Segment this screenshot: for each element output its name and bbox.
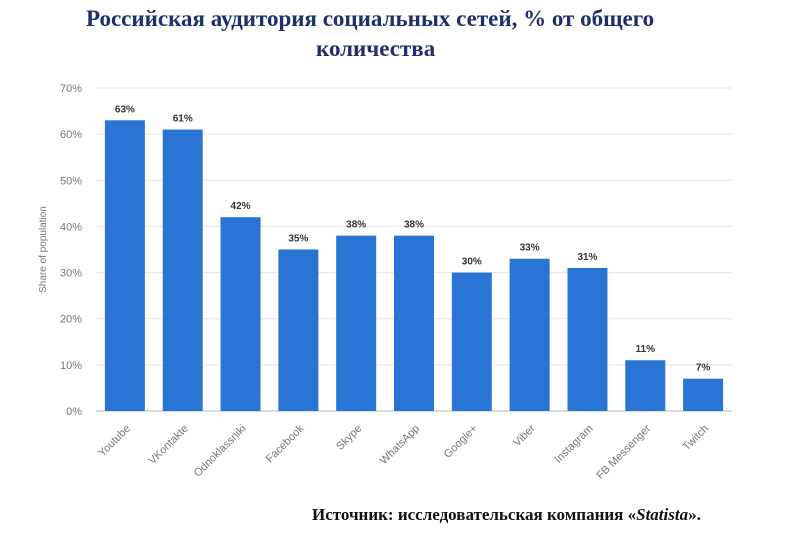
y-axis-label: Share of population (38, 206, 49, 293)
y-tick-label: 10% (60, 360, 82, 372)
x-tick-label: Twitch (681, 423, 712, 454)
x-tick-label: Odnoklassniki (192, 423, 249, 480)
bar (683, 378, 724, 411)
x-tick-label: Youtube (96, 423, 133, 460)
data-label: 31% (577, 252, 597, 263)
bar (162, 129, 203, 411)
data-label: 35% (288, 234, 308, 245)
x-tick-label: WhatsApp (378, 423, 422, 467)
source-suffix: ». (688, 505, 701, 524)
y-tick-label: 20% (60, 314, 82, 326)
source-note: Источник: исследовательская компания «St… (312, 505, 701, 525)
y-tick-label: 30% (60, 268, 82, 280)
bar (220, 217, 261, 411)
data-label: 11% (636, 344, 656, 355)
x-tick-label: FB Messenger (594, 422, 653, 481)
y-tick-label: 40% (60, 221, 82, 233)
bar (104, 120, 145, 412)
x-tick-label: VKontakte (146, 423, 190, 467)
data-label: 38% (346, 220, 366, 231)
data-label: 63% (115, 104, 135, 115)
data-label: 30% (462, 257, 482, 268)
bar (336, 235, 377, 411)
y-tick-label: 70% (60, 83, 82, 95)
data-label: 61% (173, 114, 193, 125)
bar (394, 235, 434, 411)
title-line-2: количества (316, 36, 436, 61)
bar (451, 272, 492, 411)
x-tick-label: Google+ (442, 423, 480, 461)
y-tick-label: 0% (66, 406, 82, 418)
bar (625, 360, 666, 411)
data-label: 42% (231, 201, 251, 212)
x-tick-label: Facebook (264, 422, 307, 465)
title-line-1: Российская аудитория социальных сетей, %… (86, 6, 655, 31)
x-tick-label: Instagram (552, 423, 595, 466)
bar (509, 258, 550, 411)
x-tick-label: Viber (511, 422, 538, 449)
data-label: 38% (404, 220, 424, 231)
bar (567, 267, 608, 411)
data-label: 33% (520, 243, 540, 254)
y-tick-label: 50% (60, 175, 82, 187)
x-tick-label: Skype (334, 423, 364, 453)
bar (278, 249, 319, 411)
y-tick-label: 60% (60, 129, 82, 141)
source-prefix: Источник: исследовательская компания « (312, 505, 637, 524)
source-name: Statista (636, 505, 689, 524)
data-label: 7% (696, 363, 711, 374)
